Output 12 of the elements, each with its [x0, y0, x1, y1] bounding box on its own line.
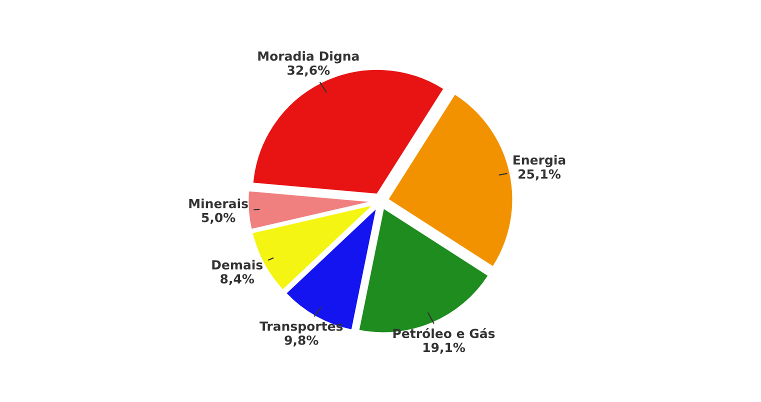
slice-label: Transportes: [260, 322, 343, 334]
data-label: 19,1%: [423, 342, 466, 354]
data-label: 8,4%: [220, 274, 254, 286]
slice-label: Moradia Digna: [258, 51, 359, 64]
data-label: 9,8%: [284, 335, 318, 347]
data-label: 25,1%: [518, 169, 561, 180]
slice-label: Petróleo e Gás: [393, 328, 495, 338]
data-label: 5,0%: [202, 212, 236, 224]
slice-label: Minerais: [189, 198, 248, 208]
slice-label: Demais: [212, 260, 263, 270]
slice-label: Energia: [514, 154, 566, 168]
data-label: 32,6%: [288, 65, 330, 77]
